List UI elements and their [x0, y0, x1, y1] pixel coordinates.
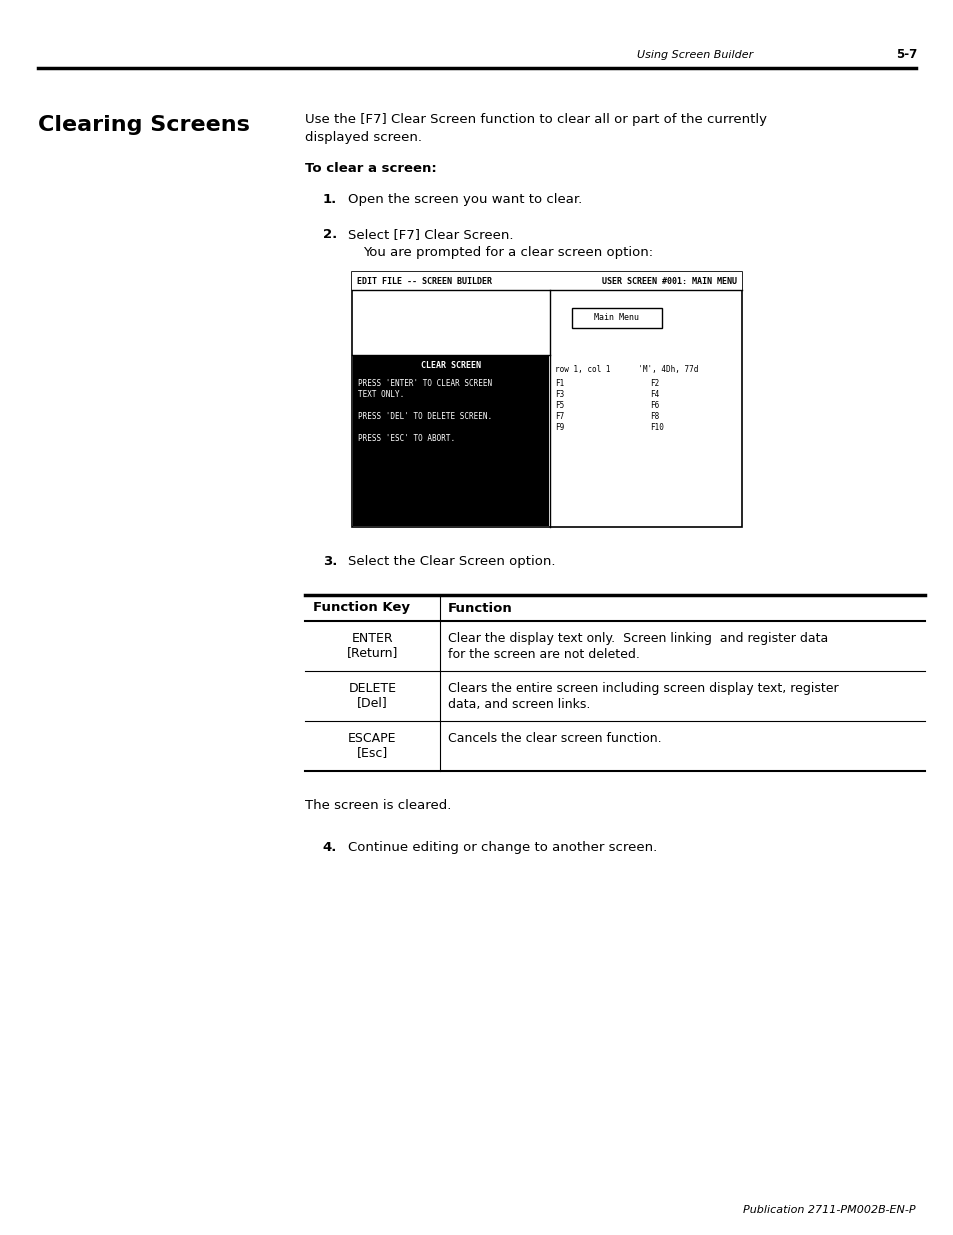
Text: Select the Clear Screen option.: Select the Clear Screen option. — [348, 555, 555, 568]
Text: F3: F3 — [555, 390, 563, 399]
Text: PRESS 'DEL' TO DELETE SCREEN.: PRESS 'DEL' TO DELETE SCREEN. — [357, 412, 492, 421]
Text: for the screen are not deleted.: for the screen are not deleted. — [448, 648, 639, 661]
Text: Continue editing or change to another screen.: Continue editing or change to another sc… — [348, 841, 657, 853]
Bar — [572, 308, 661, 329]
Text: Using Screen Builder: Using Screen Builder — [637, 49, 753, 61]
Text: F10: F10 — [649, 424, 663, 432]
Text: DELETE: DELETE — [348, 683, 396, 695]
Text: F2: F2 — [649, 379, 659, 388]
Text: Function: Function — [448, 601, 512, 615]
Text: Main Menu: Main Menu — [594, 314, 639, 322]
Text: The screen is cleared.: The screen is cleared. — [305, 799, 451, 811]
Text: Cancels the clear screen function.: Cancels the clear screen function. — [448, 732, 661, 745]
Text: ENTER: ENTER — [352, 632, 393, 646]
Text: F9: F9 — [555, 424, 563, 432]
Text: Clear the display text only.  Screen linking  and register data: Clear the display text only. Screen link… — [448, 632, 827, 645]
Text: 1.: 1. — [322, 193, 336, 206]
Text: Use the [F7] Clear Screen function to clear all or part of the currently: Use the [F7] Clear Screen function to cl… — [305, 112, 766, 126]
Text: displayed screen.: displayed screen. — [305, 131, 421, 144]
Text: 5-7: 5-7 — [895, 48, 916, 62]
Text: 2.: 2. — [322, 228, 336, 241]
Text: Clearing Screens: Clearing Screens — [38, 115, 250, 135]
Text: CLEAR SCREEN: CLEAR SCREEN — [420, 362, 480, 370]
Text: 3.: 3. — [322, 555, 336, 568]
Text: Publication 2711-PM002B-EN-P: Publication 2711-PM002B-EN-P — [742, 1205, 915, 1215]
Text: F1: F1 — [555, 379, 563, 388]
Bar — [352, 272, 741, 527]
Text: [Return]: [Return] — [347, 646, 397, 659]
Text: You are prompted for a clear screen option:: You are prompted for a clear screen opti… — [363, 246, 653, 259]
Text: [Del]: [Del] — [356, 697, 388, 709]
Bar — [353, 290, 548, 354]
Text: ESCAPE: ESCAPE — [348, 732, 396, 746]
Text: Select [F7] Clear Screen.: Select [F7] Clear Screen. — [348, 228, 513, 241]
Text: F6: F6 — [649, 401, 659, 410]
Text: EDIT FILE -- SCREEN BUILDER: EDIT FILE -- SCREEN BUILDER — [356, 277, 492, 285]
Text: F7: F7 — [555, 412, 563, 421]
Bar — [353, 354, 548, 526]
Text: PRESS 'ENTER' TO CLEAR SCREEN: PRESS 'ENTER' TO CLEAR SCREEN — [357, 379, 492, 388]
Text: Function Key: Function Key — [313, 601, 410, 615]
Text: Open the screen you want to clear.: Open the screen you want to clear. — [348, 193, 581, 206]
Text: Clears the entire screen including screen display text, register: Clears the entire screen including scree… — [448, 682, 838, 695]
Text: F4: F4 — [649, 390, 659, 399]
Text: USER SCREEN #001: MAIN MENU: USER SCREEN #001: MAIN MENU — [601, 277, 737, 285]
Text: F5: F5 — [555, 401, 563, 410]
Text: TEXT ONLY.: TEXT ONLY. — [357, 390, 404, 399]
Text: 4.: 4. — [322, 841, 336, 853]
Bar — [352, 272, 741, 290]
Text: F8: F8 — [649, 412, 659, 421]
Text: data, and screen links.: data, and screen links. — [448, 698, 590, 711]
Text: PRESS 'ESC' TO ABORT.: PRESS 'ESC' TO ABORT. — [357, 433, 455, 443]
Text: [Esc]: [Esc] — [356, 746, 388, 760]
Text: To clear a screen:: To clear a screen: — [305, 162, 436, 175]
Text: row 1, col 1      'M', 4Dh, 77d: row 1, col 1 'M', 4Dh, 77d — [555, 366, 698, 374]
